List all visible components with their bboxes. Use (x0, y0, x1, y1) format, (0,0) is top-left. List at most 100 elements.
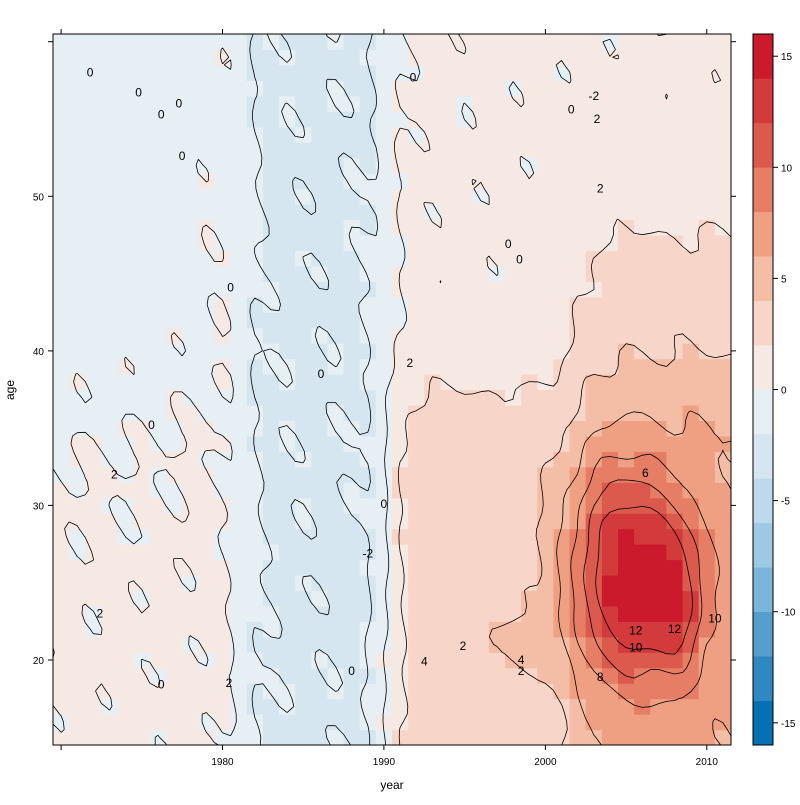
heatmap-cell (488, 188, 506, 205)
heatmap-cell (214, 652, 232, 669)
heatmap-cell (53, 621, 70, 638)
x-axis-title: year (380, 778, 403, 792)
heatmap-cell (343, 374, 361, 391)
heatmap-cell (101, 64, 119, 81)
heatmap-cell (424, 142, 442, 159)
heatmap-cell (585, 49, 603, 66)
heatmap-cell (214, 250, 232, 267)
heatmap-cell (262, 621, 280, 638)
heatmap-cell (505, 204, 522, 221)
heatmap-cell (101, 621, 119, 638)
heatmap-cell (618, 544, 635, 561)
heatmap-cell (537, 404, 555, 422)
heatmap-cell (69, 389, 86, 406)
heatmap-cell (230, 466, 248, 483)
heatmap-cell (440, 698, 458, 715)
heatmap-cell (295, 420, 312, 437)
heatmap-cell (634, 64, 651, 81)
heatmap-cell (650, 714, 668, 731)
heatmap-cell (650, 652, 668, 669)
heatmap-cell (634, 188, 651, 205)
heatmap-cell (472, 343, 490, 360)
heatmap-cell (198, 250, 216, 267)
heatmap-cell (537, 281, 555, 298)
heatmap-cell (666, 126, 684, 143)
colorkey-bin (753, 567, 773, 612)
heatmap-cell (424, 80, 442, 97)
contour-label: 2 (518, 664, 525, 678)
heatmap-cell (166, 95, 183, 112)
heatmap-cell (472, 559, 490, 576)
heatmap-cell (682, 528, 700, 545)
heatmap-cell (85, 219, 103, 236)
heatmap-cell (585, 698, 603, 715)
heatmap-cell (505, 497, 522, 514)
heatmap-cell (246, 683, 264, 700)
heatmap-cell (472, 281, 490, 298)
heatmap-cell (650, 374, 668, 391)
heatmap-cell (650, 605, 668, 622)
heatmap-cell (569, 49, 587, 66)
heatmap-cell (230, 111, 248, 128)
heatmap-cell (133, 714, 151, 731)
heatmap-cell (230, 590, 248, 607)
heatmap-cell (505, 574, 522, 592)
heatmap-cell (149, 482, 167, 499)
heatmap-cell (327, 667, 345, 684)
heatmap-cell (133, 621, 151, 638)
heatmap-cell (133, 111, 151, 128)
heatmap-cell (424, 95, 442, 112)
heatmap-cell (182, 513, 199, 530)
heatmap-cell (262, 142, 280, 159)
heatmap-cell (392, 111, 409, 128)
heatmap-cell (440, 559, 458, 576)
heatmap-cell (505, 64, 522, 81)
heatmap-cell (343, 544, 361, 561)
heatmap-cell (585, 173, 603, 190)
heatmap-cell (456, 204, 474, 221)
heatmap-cell (101, 528, 119, 545)
heatmap-cell (327, 142, 345, 159)
heatmap-cell (101, 451, 119, 468)
heatmap-cell (149, 358, 167, 375)
heatmap-cell (488, 343, 506, 360)
heatmap-cell (69, 219, 86, 236)
heatmap-cell (488, 142, 506, 159)
heatmap-cell (634, 544, 651, 561)
x-tick-label: 2010 (696, 757, 719, 768)
heatmap-cell (424, 482, 442, 499)
heatmap-cell (262, 683, 280, 700)
heatmap-cell (279, 729, 296, 745)
heatmap-cell (343, 296, 361, 313)
contour-line-level-6 (556, 410, 731, 745)
heatmap-cell (198, 636, 216, 653)
heatmap-cell (262, 497, 280, 514)
heatmap-cell (182, 590, 199, 607)
heatmap-cell (682, 497, 700, 514)
heatmap-cell (327, 698, 345, 715)
heatmap-cell (343, 420, 361, 437)
heatmap-cell (634, 126, 651, 143)
heatmap-cell (53, 714, 70, 731)
heatmap-cell (149, 590, 167, 607)
heatmap-cell (295, 698, 312, 715)
heatmap-cell (279, 265, 296, 282)
heatmap-cell (472, 605, 490, 622)
heatmap-cell (133, 234, 151, 251)
heatmap-cell (553, 188, 571, 205)
heatmap-cell (85, 482, 103, 499)
contour-line-level-2 (397, 218, 731, 745)
heatmap-cell (521, 420, 538, 437)
heatmap-cell (69, 204, 86, 221)
heatmap-cell (408, 714, 425, 731)
heatmap-cell (408, 312, 425, 329)
heatmap-cell (553, 590, 571, 607)
heatmap-cell (327, 605, 345, 622)
heatmap-cell (408, 435, 425, 452)
heatmap-cell (714, 621, 731, 638)
heatmap-cell (440, 142, 458, 159)
heatmap-cell (521, 698, 538, 715)
heatmap-cell (311, 698, 329, 715)
heatmap-cell (53, 188, 70, 205)
heatmap-cell (569, 544, 587, 561)
